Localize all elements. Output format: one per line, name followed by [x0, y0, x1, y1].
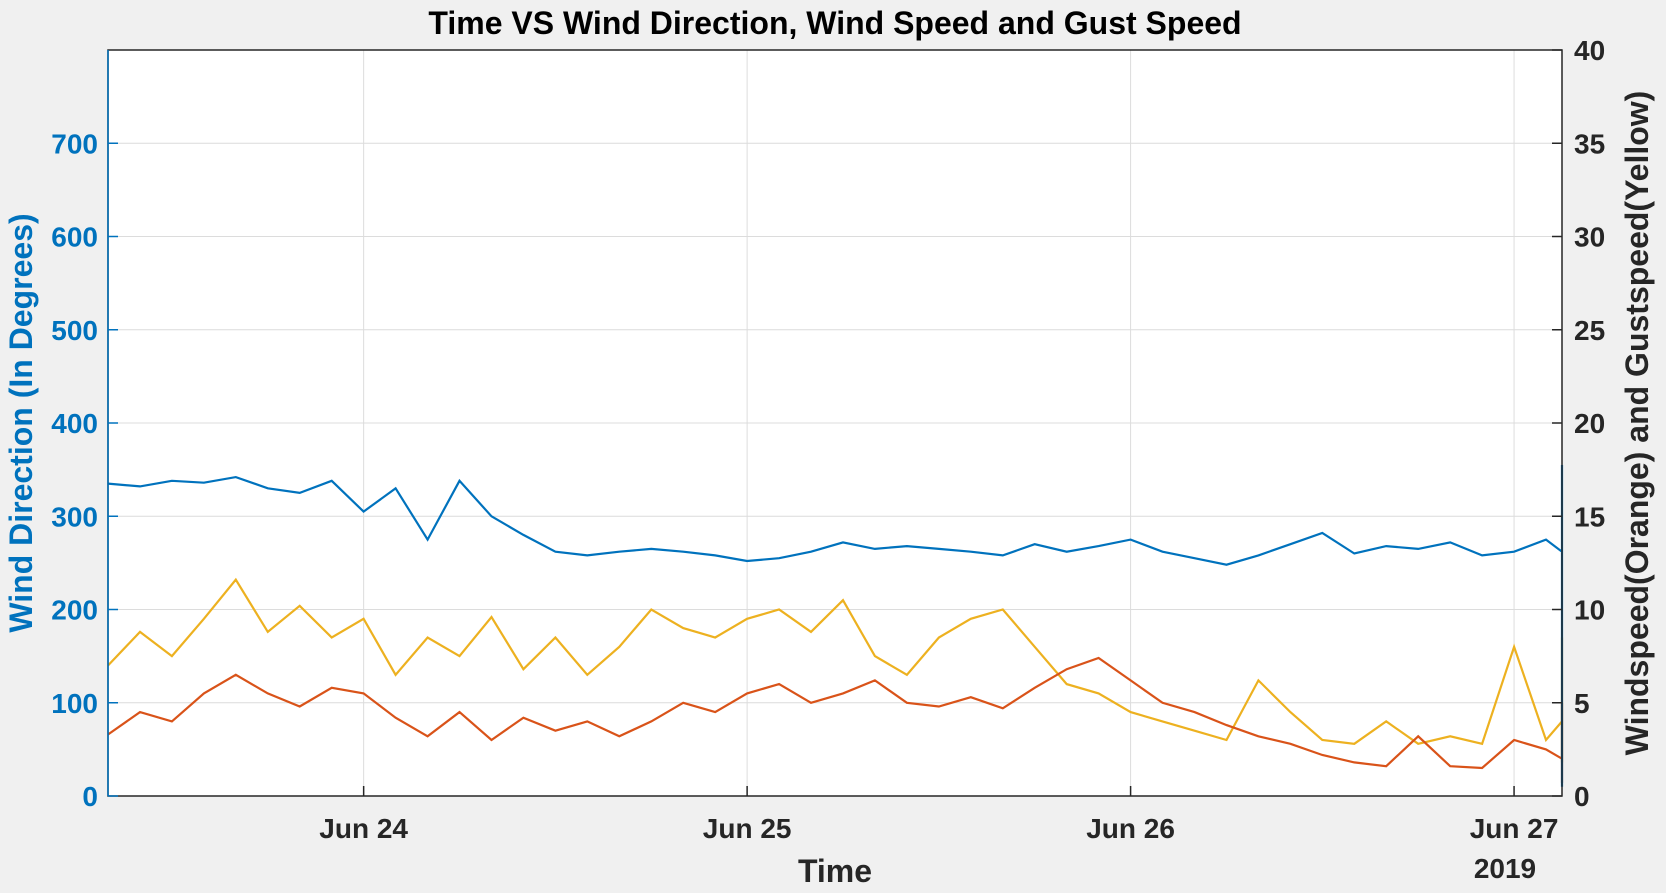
- right-tick-label: 0: [1574, 781, 1590, 812]
- left-axis-title: Wind Direction (In Degrees): [3, 213, 39, 632]
- right-tick-label: 25: [1574, 315, 1605, 346]
- x-axis-title: Time: [798, 853, 872, 889]
- left-tick-label: 300: [51, 501, 98, 532]
- right-tick-label: 10: [1574, 595, 1605, 626]
- right-tick-label: 40: [1574, 35, 1605, 66]
- x-axis-year-label: 2019: [1474, 853, 1536, 884]
- x-tick-label: Jun 25: [703, 813, 792, 844]
- chart-title: Time VS Wind Direction, Wind Speed and G…: [428, 5, 1241, 41]
- right-tick-label: 30: [1574, 222, 1605, 253]
- x-tick-label: Jun 27: [1470, 813, 1559, 844]
- right-tick-label: 5: [1574, 688, 1590, 719]
- left-tick-label: 400: [51, 408, 98, 439]
- left-tick-label: 200: [51, 595, 98, 626]
- left-tick-label: 0: [82, 781, 98, 812]
- right-tick-label: 35: [1574, 128, 1605, 159]
- right-tick-label: 20: [1574, 408, 1605, 439]
- left-axis: 0 100 200 300 400 500 600 700: [51, 50, 118, 812]
- x-tick-label: Jun 24: [319, 813, 408, 844]
- x-axis: Jun 24 Jun 25 Jun 26 Jun 27: [319, 786, 1558, 844]
- right-axis: 0 5 10 15 20 25 30 35 40: [1552, 35, 1605, 812]
- x-tick-label: Jun 26: [1086, 813, 1175, 844]
- left-tick-label: 100: [51, 688, 98, 719]
- right-tick-label: 15: [1574, 501, 1605, 532]
- left-tick-label: 500: [51, 315, 98, 346]
- left-tick-label: 700: [51, 128, 98, 159]
- right-axis-title: Windspeed(Orange) and Gustspeed(Yellow): [1619, 91, 1655, 756]
- left-tick-label: 600: [51, 222, 98, 253]
